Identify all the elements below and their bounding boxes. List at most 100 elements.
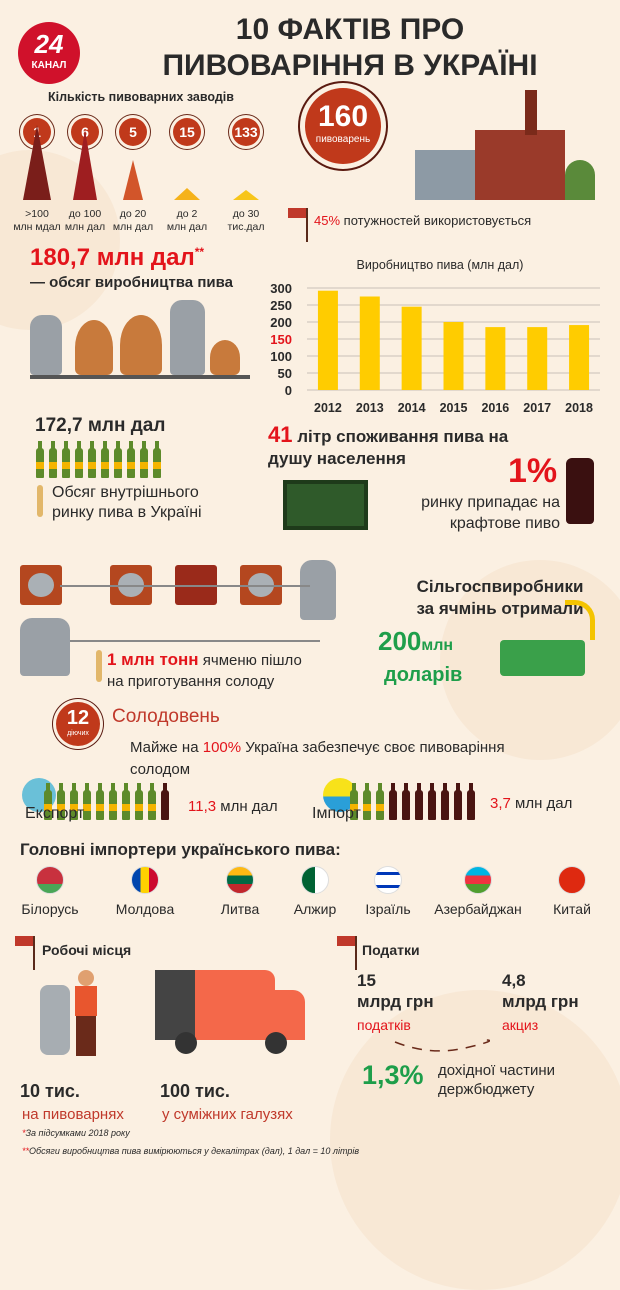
brewery-tanks-illustration: [30, 295, 260, 390]
size-line1: >100: [25, 208, 49, 220]
country-name: Ізраїль: [365, 901, 411, 917]
beer-bottle-icon: [140, 441, 148, 478]
malthouse-count-badge: 12 діючих: [56, 702, 100, 746]
country-name: Алжир: [293, 901, 337, 917]
total-breweries-badge: 160 пивоварень: [305, 88, 381, 164]
beer-bottle-icon: [70, 783, 78, 820]
beer-bottle-icon: [75, 441, 83, 478]
beer-bottle-icon: [44, 783, 52, 820]
bar-2018: [569, 325, 590, 390]
flag-icon: [15, 936, 39, 970]
taxes-total-label: податків: [357, 1017, 411, 1033]
farmers-amount: 200млн доларів: [378, 626, 463, 687]
taxes-heading: Податки: [362, 942, 420, 958]
bar-2016: [485, 327, 506, 390]
domestic-caption: Обсяг внутрішнього ринку пива в Україні: [52, 484, 202, 521]
jobs-breweries-value: 10 тис.: [20, 1081, 80, 1101]
craft-text: ринку припадає на крафтове пиво: [421, 494, 560, 532]
brewery-count-badge: 15: [173, 118, 201, 146]
craft-pct: 1%: [508, 452, 558, 490]
jobs-related-label: у суміжних галузях: [162, 1106, 293, 1123]
export-bottles: [44, 783, 174, 825]
beer-bottle-icon: [83, 783, 91, 820]
logo: 24 КАНАЛ: [18, 22, 80, 84]
breweries-heading: Кількість пивоварних заводів: [48, 90, 234, 104]
brewery-size-label: до 20 млн дал: [113, 208, 153, 234]
beer-bottle-icon: [49, 441, 57, 478]
jobs-related-value: 100 тис.: [160, 1081, 230, 1101]
size-triangle: [233, 190, 259, 200]
size-triangle: [174, 188, 200, 200]
size-line1: до 2: [176, 208, 198, 220]
production-bar-chart: 0 50 100 150 200 250 300 2012 2013 2014 2015 2016 20…: [270, 281, 600, 415]
beer-bottle-icon: [350, 783, 358, 820]
export-label: Експорт: [25, 805, 85, 822]
delivery-truck-illustration: [150, 970, 310, 1060]
flag-icon: [288, 208, 312, 242]
beer-glass-icon: [566, 458, 594, 524]
size-line1: до 30: [232, 208, 260, 220]
bar-2013: [359, 296, 380, 390]
country-flag-icon: [464, 866, 492, 894]
size-line2: тис.дал: [227, 221, 265, 233]
wheat-icon: [96, 650, 102, 682]
x-tick-label: 2015: [440, 401, 468, 415]
jobs-heading: Робочі місця: [42, 942, 132, 958]
farmers-text: Сільгоспвиробники за ячмінь отримали: [416, 577, 584, 618]
jobs-breweries-label: на пивоварнях: [22, 1106, 124, 1123]
beer-bottle-icon: [389, 783, 397, 820]
beer-bottle-icon: [148, 783, 156, 820]
flag-icon: [337, 936, 361, 970]
malt-text: Майже на 100% Україна забезпечує своє пи…: [130, 739, 505, 778]
x-tick-label: 2018: [565, 401, 593, 415]
page-title: 10 ФАКТІВ ПРО ПИВОВАРІННЯ В УКРАЇНІ: [162, 13, 538, 82]
beer-bottle-icon: [114, 441, 122, 478]
money-icon: [500, 640, 585, 676]
beer-bottle-icon: [88, 441, 96, 478]
y-tick-label: 200: [270, 315, 292, 330]
country-flag-icon: [301, 866, 329, 894]
capacity-text: 45% потужностей використовується: [314, 213, 532, 228]
beer-bottle-icon: [376, 783, 384, 820]
footnote-2: **Обсяги виробництва пива вимірюються у …: [22, 1146, 360, 1156]
beer-bottle-icon: [36, 441, 44, 478]
beer-bottle-icon: [415, 783, 423, 820]
y-tick-label: 50: [278, 366, 292, 381]
brewery-count-badge: 5: [119, 118, 147, 146]
domestic-value: 172,7 млн дал: [35, 415, 166, 436]
size-triangle: [123, 160, 143, 200]
country-name: Литва: [220, 901, 260, 917]
brewery-size-label: до 100 млн дал: [65, 208, 105, 234]
country-name: Китай: [553, 901, 591, 917]
beer-bottle-icon: [363, 783, 371, 820]
domestic-bottles: [36, 441, 166, 483]
country-flag-icon: [226, 866, 254, 894]
size-line1: до 100: [68, 208, 102, 220]
excise-label: акциз: [502, 1017, 539, 1033]
import-bottles: [350, 783, 480, 825]
import-value: 3,7 млн дал: [490, 795, 573, 812]
beer-bottle-icon: [441, 783, 449, 820]
beer-crates-illustration: [283, 480, 368, 530]
x-tick-label: 2017: [523, 401, 551, 415]
beer-bottle-icon: [109, 783, 117, 820]
y-tick-label: 100: [270, 349, 292, 364]
beer-bottle-icon: [467, 783, 475, 820]
consumption-text: 41 літр споживання пива на душу населення: [268, 422, 509, 469]
x-tick-label: 2014: [398, 401, 426, 415]
factory-illustration: [405, 90, 605, 210]
import-label: Імпорт: [312, 805, 361, 822]
production-value: 180,7 млн дал**: [30, 244, 205, 271]
budget-share-text: дохідної частини держбюджету: [438, 1062, 556, 1098]
excise-total: 4,8 млрд грн: [502, 971, 579, 1011]
beer-bottle-icon: [127, 441, 135, 478]
worker-with-kegs-illustration: [40, 970, 110, 1060]
export-value: 11,3 млн дал: [188, 798, 278, 815]
bar-2014: [401, 306, 422, 390]
y-tick-label: 250: [270, 298, 292, 313]
arrows-icon: [394, 1039, 490, 1052]
barley-text: 1 млн тонн ячменю пішло на приготування с…: [107, 650, 302, 690]
bar-2015: [443, 322, 464, 390]
growth-arrow-icon: [565, 600, 595, 640]
x-tick-label: 2013: [356, 401, 384, 415]
